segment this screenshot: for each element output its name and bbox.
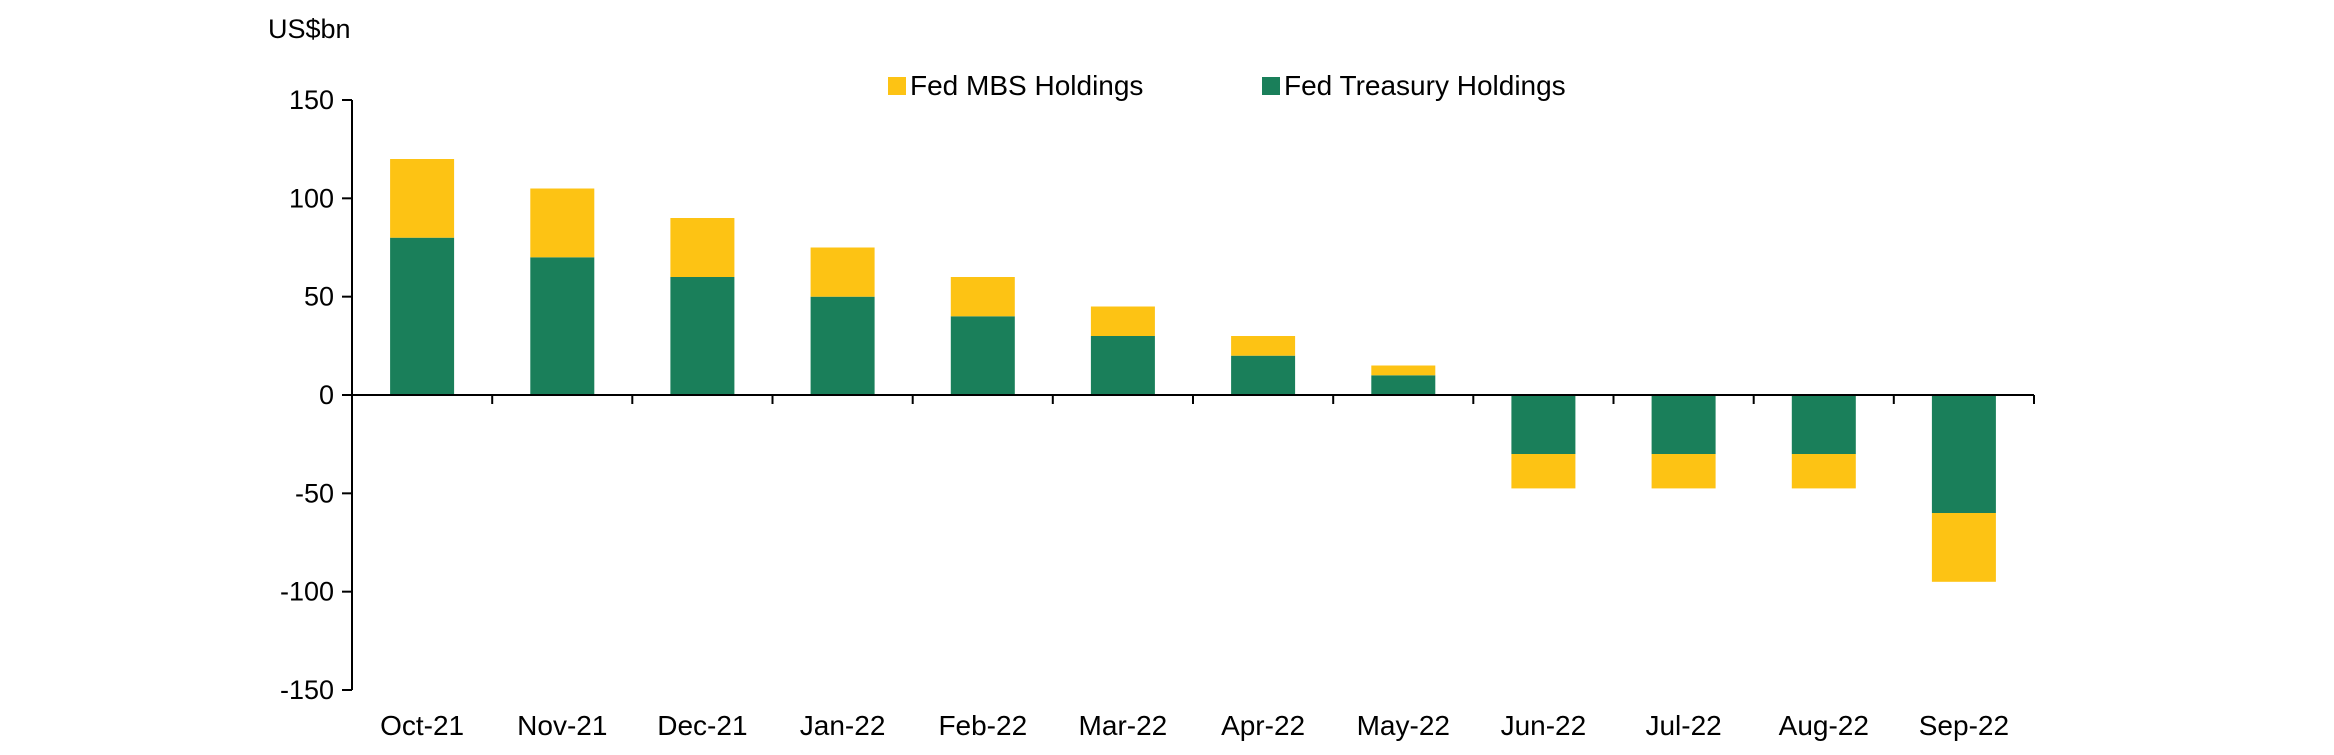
y-tick-label: 100 — [289, 183, 334, 213]
y-tick-label: 0 — [319, 380, 334, 410]
legend-swatch-2 — [1262, 77, 1280, 95]
legend-swatch-1 — [888, 77, 906, 95]
bar-mbs-jan-22 — [810, 247, 875, 297]
x-tick-label-aug-22: Aug-22 — [1779, 710, 1869, 741]
x-tick-label-jul-22: Jul-22 — [1645, 710, 1721, 741]
y-tick-label: -150 — [280, 675, 334, 705]
y-tick-label: 150 — [289, 85, 334, 115]
bar-mbs-apr-22 — [1231, 336, 1296, 356]
bar-mbs-aug-22 — [1791, 454, 1856, 489]
bar-mbs-jun-22 — [1511, 454, 1576, 489]
bar-treasury-apr-22 — [1231, 355, 1296, 395]
bar-treasury-may-22 — [1371, 375, 1436, 395]
bar-mbs-dec-21 — [670, 218, 735, 277]
x-tick-label-jan-22: Jan-22 — [800, 710, 886, 741]
x-tick-label-oct-21: Oct-21 — [380, 710, 464, 741]
x-tick-label-apr-22: Apr-22 — [1221, 710, 1305, 741]
x-tick-label-sep-22: Sep-22 — [1919, 710, 2009, 741]
y-tick-label: 50 — [304, 282, 334, 312]
bar-treasury-dec-21 — [670, 277, 735, 395]
bar-treasury-nov-21 — [530, 257, 595, 395]
unit-label: US$bn — [268, 14, 351, 44]
bar-mbs-feb-22 — [950, 277, 1015, 317]
y-tick-label: -50 — [295, 478, 334, 508]
bar-treasury-aug-22 — [1791, 395, 1856, 454]
bar-mbs-jul-22 — [1651, 454, 1716, 489]
legend-label-2: Fed Treasury Holdings — [1284, 70, 1566, 101]
bar-mbs-nov-21 — [530, 188, 595, 258]
bar-treasury-oct-21 — [390, 237, 455, 395]
x-tick-label-dec-21: Dec-21 — [657, 710, 747, 741]
x-tick-label-jun-22: Jun-22 — [1501, 710, 1587, 741]
bar-treasury-jul-22 — [1651, 395, 1716, 454]
bar-mbs-may-22 — [1371, 365, 1436, 376]
x-tick-label-mar-22: Mar-22 — [1079, 710, 1168, 741]
legend-label-1: Fed MBS Holdings — [910, 70, 1143, 101]
bar-mbs-mar-22 — [1090, 306, 1155, 336]
bar-treasury-sep-22 — [1931, 395, 1996, 513]
y-tick-label: -100 — [280, 577, 334, 607]
bar-treasury-feb-22 — [950, 316, 1015, 395]
bar-treasury-jan-22 — [810, 296, 875, 395]
x-tick-label-nov-21: Nov-21 — [517, 710, 607, 741]
bar-treasury-jun-22 — [1511, 395, 1576, 454]
bar-mbs-sep-22 — [1931, 513, 1996, 582]
bar-mbs-oct-21 — [390, 159, 455, 238]
x-tick-label-may-22: May-22 — [1357, 710, 1450, 741]
bar-treasury-mar-22 — [1090, 336, 1155, 395]
x-tick-label-feb-22: Feb-22 — [938, 710, 1027, 741]
